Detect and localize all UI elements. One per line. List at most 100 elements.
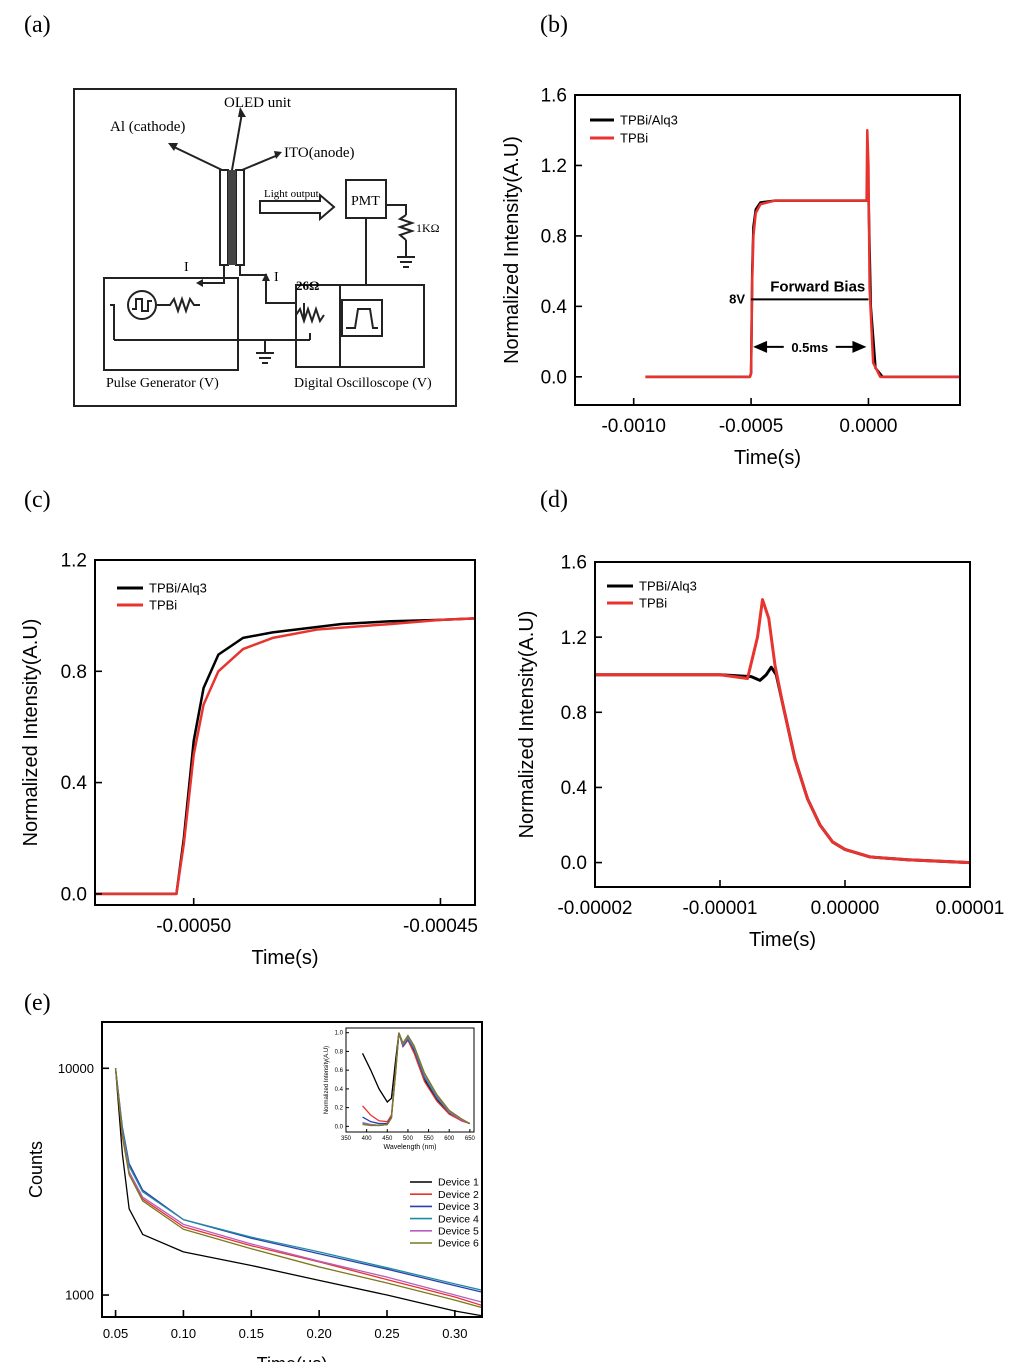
legend-label-1: Device 1 bbox=[438, 1177, 479, 1189]
y-tick-label: 0.8 bbox=[541, 227, 567, 248]
x-tick-label: 0.15 bbox=[239, 1326, 264, 1341]
legend-label-3: Device 3 bbox=[438, 1201, 479, 1213]
inset-series-line-6 bbox=[362, 1032, 471, 1127]
y-tick-label: 0.0 bbox=[61, 885, 87, 906]
inset-x-tick-label: 650 bbox=[465, 1136, 476, 1142]
label-pulse-generator: Pulse Generator (V) bbox=[106, 376, 219, 391]
inset-y-tick-label: 0.4 bbox=[335, 1087, 344, 1093]
legend-label-1: TPBi/Alq3 bbox=[620, 113, 678, 128]
y-tick-label: 1.6 bbox=[561, 553, 587, 574]
y-tick-label: 0.4 bbox=[61, 773, 88, 794]
series-line-1 bbox=[95, 617, 475, 896]
plot-area bbox=[645, 128, 960, 379]
y-tick-label: 1.2 bbox=[61, 551, 87, 572]
inset-y-tick-label: 0.6 bbox=[335, 1068, 344, 1074]
panel-label-d: (d) bbox=[540, 487, 568, 513]
forward-bias-label: Forward Bias bbox=[770, 278, 865, 295]
legend-label-4: Device 4 bbox=[438, 1213, 479, 1225]
inset-x-axis-label: Wavelength (nm) bbox=[383, 1144, 436, 1151]
plot-frame bbox=[94, 559, 476, 906]
arrow-head-right bbox=[852, 340, 867, 353]
label-cathode: Al (cathode) bbox=[110, 119, 185, 135]
oscilloscope-box bbox=[295, 284, 425, 368]
inset-y-axis-label: Normalized Intensity(A.U) bbox=[324, 1046, 330, 1114]
label-pmt: PMT bbox=[351, 194, 380, 209]
inset-x-tick-label: 350 bbox=[341, 1136, 352, 1142]
panel-label-b: (b) bbox=[540, 12, 568, 38]
plot-frame bbox=[574, 94, 961, 406]
y-tick-label: 1.6 bbox=[541, 86, 567, 107]
x-tick-label: 0.00001 bbox=[936, 898, 1005, 919]
chart-e: 0.05 0.10 0.15 0.20 0.25 0.30 1000 10000 Time(μs… bbox=[26, 1021, 483, 1362]
y-axis-label: Normalized Intensity(A.U) bbox=[20, 619, 42, 847]
x-axis-label: Time(s) bbox=[251, 947, 318, 969]
label-light-output: Light output bbox=[264, 188, 319, 200]
legend-label-5: Device 5 bbox=[438, 1225, 479, 1237]
series-line-6 bbox=[114, 1068, 482, 1309]
inset-chart: 350 400 450 500 550 600 650 0.0 0.2 0.4 0.6 0.8 1.0 W… bbox=[324, 1027, 476, 1151]
label-current-left: I bbox=[184, 260, 189, 275]
x-axis-label: Time(s) bbox=[749, 929, 816, 951]
legend-label-1: TPBi/Alq3 bbox=[639, 579, 697, 594]
x-tick-label: 0.0000 bbox=[839, 416, 897, 437]
arrow-head-left bbox=[753, 340, 768, 353]
x-axis-label: Time(μs) bbox=[257, 1354, 328, 1362]
width-label-bg bbox=[783, 336, 836, 357]
y-tick-label: 10000 bbox=[58, 1061, 94, 1076]
series-line-4 bbox=[114, 1068, 482, 1291]
y-axis-label: Normalized Intensity(A.U) bbox=[516, 611, 538, 839]
x-tick-label: 0.00000 bbox=[811, 898, 880, 919]
x-tick-label: -0.00050 bbox=[156, 916, 231, 937]
y-axis-label: Normalized Intensity(A.U) bbox=[501, 136, 523, 364]
x-tick-label: 0.10 bbox=[171, 1326, 196, 1341]
legend-label-1: TPBi/Alq3 bbox=[149, 581, 207, 596]
chart-c: -0.00050 -0.00045 0.0 0.4 0.8 1.2 Time(s) Norma… bbox=[20, 551, 478, 969]
inset-y-tick-label: 0.8 bbox=[335, 1049, 344, 1055]
panel-label-c: (c) bbox=[24, 487, 51, 513]
series-line-2 bbox=[645, 128, 960, 379]
y-tick-label: 1.2 bbox=[541, 156, 567, 177]
chart-d: -0.00002 -0.00001 0.00000 0.00001 0.0 0.4 0.8 1… bbox=[516, 553, 1005, 951]
inset-x-tick-label: 550 bbox=[424, 1136, 435, 1142]
plot-area bbox=[95, 617, 475, 896]
legend-label-6: Device 6 bbox=[438, 1238, 479, 1250]
x-tick-label: 0.25 bbox=[374, 1326, 399, 1341]
voltage-label: 8V bbox=[729, 291, 745, 306]
panel-label-e: (e) bbox=[24, 990, 51, 1016]
y-tick-label: 0.8 bbox=[61, 662, 87, 683]
x-tick-label: 0.30 bbox=[442, 1326, 467, 1341]
label-current-right: I bbox=[274, 270, 279, 285]
plot-area bbox=[114, 1068, 482, 1317]
series-line-2 bbox=[595, 598, 970, 865]
label-anode: ITO(anode) bbox=[284, 145, 355, 161]
legend-label-2: TPBi bbox=[639, 596, 667, 611]
panel-label-a: (a) bbox=[24, 12, 51, 38]
y-tick-label: 0.4 bbox=[541, 297, 568, 318]
inset-y-tick-label: 1.0 bbox=[335, 1031, 344, 1037]
x-tick-label: -0.0010 bbox=[601, 416, 665, 437]
inset-x-tick-label: 600 bbox=[444, 1136, 455, 1142]
x-tick-label: -0.00002 bbox=[557, 898, 632, 919]
plot-frame bbox=[594, 561, 971, 888]
label-digital-oscilloscope: Digital Oscilloscope (V) bbox=[294, 376, 432, 391]
legend-label-2: TPBi bbox=[149, 598, 177, 613]
plot-area bbox=[595, 598, 970, 865]
x-tick-label: -0.0005 bbox=[719, 416, 783, 437]
x-tick-label: -0.00045 bbox=[403, 916, 478, 937]
y-tick-label: 1.2 bbox=[561, 628, 587, 649]
inset-x-tick-label: 500 bbox=[403, 1136, 414, 1142]
x-tick-label: -0.00001 bbox=[682, 898, 757, 919]
legend-label-2: Device 2 bbox=[438, 1189, 479, 1201]
y-tick-label: 0.4 bbox=[561, 778, 588, 799]
setup-schematic: Al (cathode) OLED unit ITO(anode) Light … bbox=[73, 88, 457, 407]
label-1k-ohm: 1KΩ bbox=[416, 221, 440, 235]
x-tick-label: 0.05 bbox=[103, 1326, 128, 1341]
y-tick-label: 1000 bbox=[65, 1288, 94, 1303]
label-26-ohm: 26Ω bbox=[296, 278, 319, 293]
inset-y-tick-label: 0.2 bbox=[335, 1106, 344, 1112]
y-axis-label: Counts bbox=[26, 1141, 46, 1198]
pulse-generator-box bbox=[103, 277, 239, 371]
oled-unit-icon bbox=[228, 170, 236, 265]
y-tick-label: 0.0 bbox=[561, 853, 587, 874]
inset-x-tick-label: 400 bbox=[362, 1136, 373, 1142]
